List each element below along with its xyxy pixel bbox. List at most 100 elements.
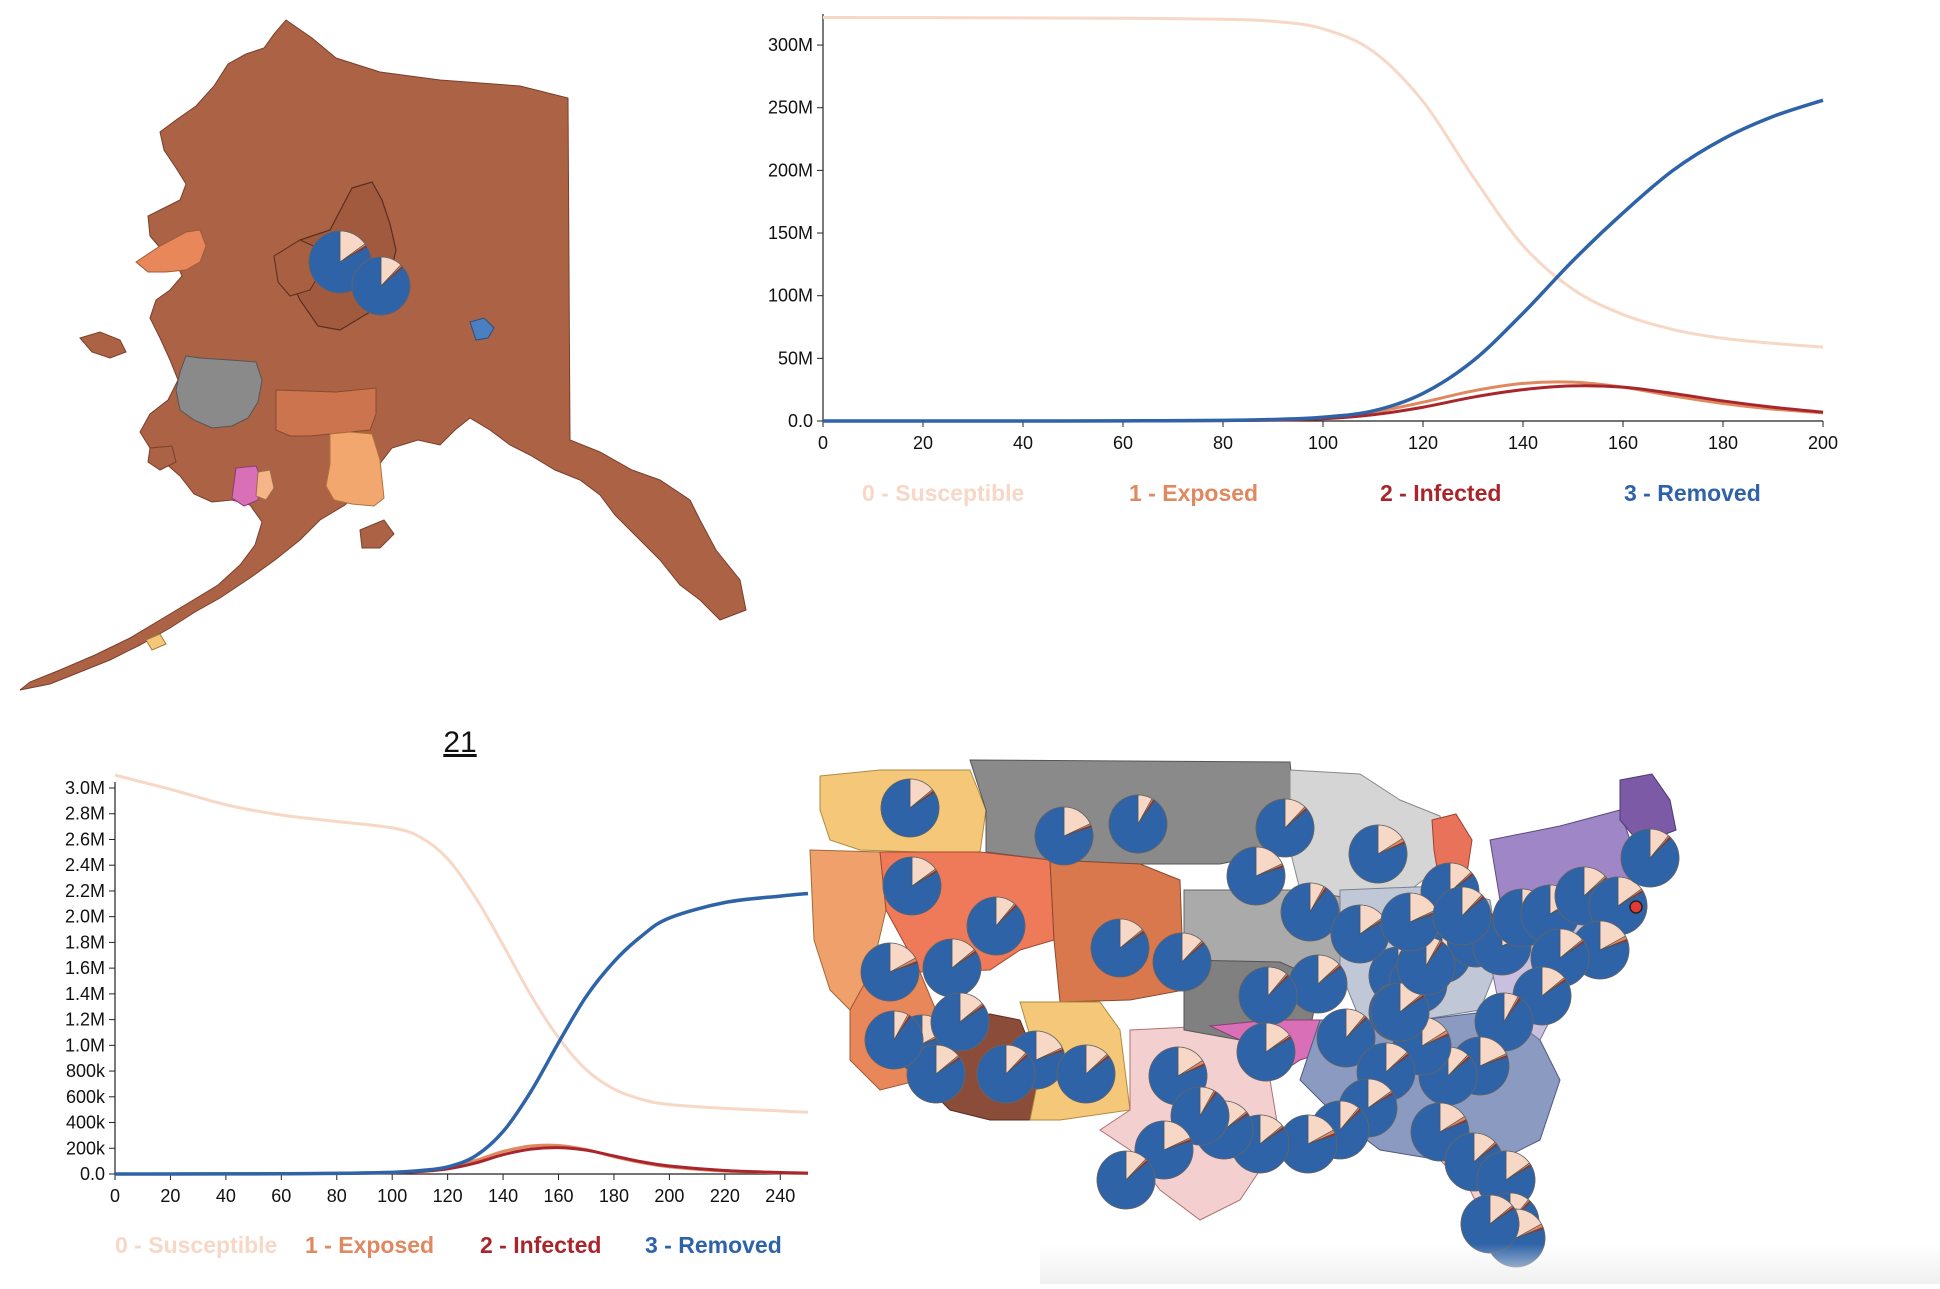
us-pie-41[interactable] — [1474, 992, 1534, 1052]
us-pie-52-outline — [1134, 1120, 1194, 1180]
us-pie-12[interactable] — [1226, 846, 1286, 906]
alaska-map-svg — [19, 19, 747, 691]
bottom-chart-y-tick-label-9: 1.8M — [65, 932, 105, 952]
alaska-region-seward[interactable] — [135, 229, 207, 273]
alaska-island-kodiak[interactable] — [359, 519, 395, 549]
us-pie-61[interactable] — [1396, 936, 1456, 996]
us-pie-63[interactable] — [1432, 886, 1492, 946]
us-map[interactable] — [800, 740, 1940, 1284]
us-pie-2[interactable] — [1034, 806, 1094, 866]
bottom-chart-x-tick-label-12: 240 — [765, 1186, 795, 1206]
selected-city-marker[interactable] — [1629, 900, 1643, 914]
bottom-chart-x-tick-label-1: 20 — [160, 1186, 180, 1206]
bottom-chart-x-tick-label-0: 0 — [110, 1186, 120, 1206]
us-pie-0-outline — [880, 778, 940, 838]
page-number-link[interactable]: 21 — [443, 726, 477, 759]
region-seir-chart: 0.0 200k 400k 600k 800k 1.0M 1.2M 1.4M 1.6M 1.8M 2… — [0, 720, 830, 1284]
bottom-chart-x-tick-label-5: 100 — [377, 1186, 407, 1206]
alaska-region-grey[interactable] — [175, 355, 263, 429]
bottom-chart-x-tick-label-9: 180 — [599, 1186, 629, 1206]
us-pie-group — [860, 778, 1680, 1268]
alaska-region-lightorange[interactable] — [325, 431, 385, 507]
us-pie-37-outline — [1620, 828, 1680, 888]
top-chart-x-tick-label-0: 0 — [818, 433, 828, 453]
bottom-chart-legend-item-3[interactable]: 3 - Removed — [645, 1232, 782, 1258]
us-pie-48[interactable] — [1278, 1114, 1338, 1174]
us-pie-1[interactable] — [1108, 794, 1168, 854]
us-pie-0[interactable] — [880, 778, 940, 838]
us-pie-11[interactable] — [1280, 882, 1340, 942]
alaska-region-southcentral[interactable] — [275, 387, 377, 437]
us-pie-3[interactable] — [1255, 798, 1315, 858]
alaska-map[interactable] — [0, 0, 760, 700]
us-pie-36[interactable] — [1588, 876, 1648, 936]
bottom-chart-x-tick-label-8: 160 — [543, 1186, 573, 1206]
top-chart-y-tick-label-1: 50M — [778, 348, 813, 368]
bottom-chart-x-tick-label-3: 60 — [271, 1186, 291, 1206]
bottom-chart-y-tick-label-2: 400k — [66, 1113, 106, 1133]
us-pie-60-outline — [1370, 982, 1430, 1042]
bottom-chart-y-tick-label-0: 0.0 — [80, 1164, 105, 1184]
us-pie-6-outline — [882, 856, 942, 916]
us-pie-9[interactable] — [922, 938, 982, 998]
top-chart-line-1 — [822, 380, 1824, 423]
bottom-chart-y-tick-label-1: 200k — [66, 1138, 106, 1158]
bottom-chart-y-tick-label-6: 1.2M — [65, 1010, 105, 1030]
alaska-pie-1[interactable] — [351, 256, 411, 316]
us-pie-15[interactable] — [1288, 954, 1348, 1014]
us-pie-19-outline — [930, 992, 990, 1052]
us-pie-62[interactable] — [1380, 892, 1440, 952]
bottom-chart-legend-item-1[interactable]: 1 - Exposed — [305, 1232, 434, 1258]
us-pie-6[interactable] — [882, 856, 942, 916]
us-pie-37[interactable] — [1620, 828, 1680, 888]
us-pie-21[interactable] — [864, 1010, 924, 1070]
us-pie-11-outline — [1280, 882, 1340, 942]
bottom-chart-y-tick-label-10: 2.0M — [65, 907, 105, 927]
us-pie-13-outline — [1152, 932, 1212, 992]
us-pie-19[interactable] — [930, 992, 990, 1052]
us-pie-10[interactable] — [1090, 918, 1150, 978]
top-chart-legend-item-0[interactable]: 0 - Susceptible — [862, 480, 1024, 506]
top-chart-line-3 — [822, 98, 1824, 423]
us-region-maine[interactable] — [1619, 773, 1677, 845]
us-pie-23[interactable] — [976, 1044, 1036, 1104]
us-pie-2-outline — [1034, 806, 1094, 866]
us-pie-25[interactable] — [1056, 1044, 1116, 1104]
bottom-chart-x-tick-label-6: 120 — [433, 1186, 463, 1206]
us-pie-17[interactable] — [1238, 966, 1298, 1026]
bottom-chart-legend-item-0[interactable]: 0 - Susceptible — [115, 1232, 277, 1258]
region-seir-chart-svg: 0.0 200k 400k 600k 800k 1.0M 1.2M 1.4M 1.6M 1.8M 2… — [65, 773, 809, 1258]
top-chart-legend-item-1[interactable]: 1 - Exposed — [1129, 480, 1258, 506]
bottom-chart-x-tick-label-4: 80 — [327, 1186, 347, 1206]
us-pie-56[interactable] — [1476, 1150, 1536, 1210]
top-chart-legend-item-2[interactable]: 2 - Infected — [1380, 480, 1501, 506]
bottom-chart-y-tick-label-8: 1.6M — [65, 958, 105, 978]
alaska-region-pink-east[interactable] — [255, 469, 275, 501]
us-pie-27[interactable] — [1316, 1008, 1376, 1068]
bottom-chart-x-tick-label-10: 200 — [654, 1186, 684, 1206]
alaska-region-blue[interactable] — [469, 317, 495, 341]
us-pie-59[interactable] — [1460, 1194, 1520, 1254]
us-pie-20[interactable] — [906, 1044, 966, 1104]
us-pie-27-outline — [1316, 1008, 1376, 1068]
us-pie-8[interactable] — [860, 942, 920, 1002]
bottom-chart-x-tick-label-11: 220 — [710, 1186, 740, 1206]
us-pie-21-outline — [864, 1010, 924, 1070]
top-chart-x-tick-label-9: 180 — [1708, 433, 1738, 453]
alaska-island-stlawrence[interactable] — [79, 331, 127, 359]
alaska-island-nunivak[interactable] — [147, 445, 177, 471]
us-pie-13[interactable] — [1152, 932, 1212, 992]
top-chart-y-tick-label-2: 100M — [768, 286, 813, 306]
alaska-region-main[interactable] — [19, 19, 747, 691]
top-chart-x-tick-label-7: 140 — [1508, 433, 1538, 453]
bottom-chart-legend-item-2[interactable]: 2 - Infected — [480, 1232, 601, 1258]
bottom-chart-y-tick-label-7: 1.4M — [65, 984, 105, 1004]
us-pie-16[interactable] — [1330, 904, 1390, 964]
alaska-island-small-yellow[interactable] — [145, 633, 167, 651]
us-pie-53[interactable] — [1096, 1150, 1156, 1210]
top-chart-legend-item-3[interactable]: 3 - Removed — [1624, 480, 1761, 506]
us-pie-4[interactable] — [1348, 824, 1408, 884]
us-pie-7[interactable] — [966, 896, 1026, 956]
alaska-region-pink[interactable] — [231, 465, 263, 507]
us-pie-26[interactable] — [1236, 1022, 1296, 1082]
